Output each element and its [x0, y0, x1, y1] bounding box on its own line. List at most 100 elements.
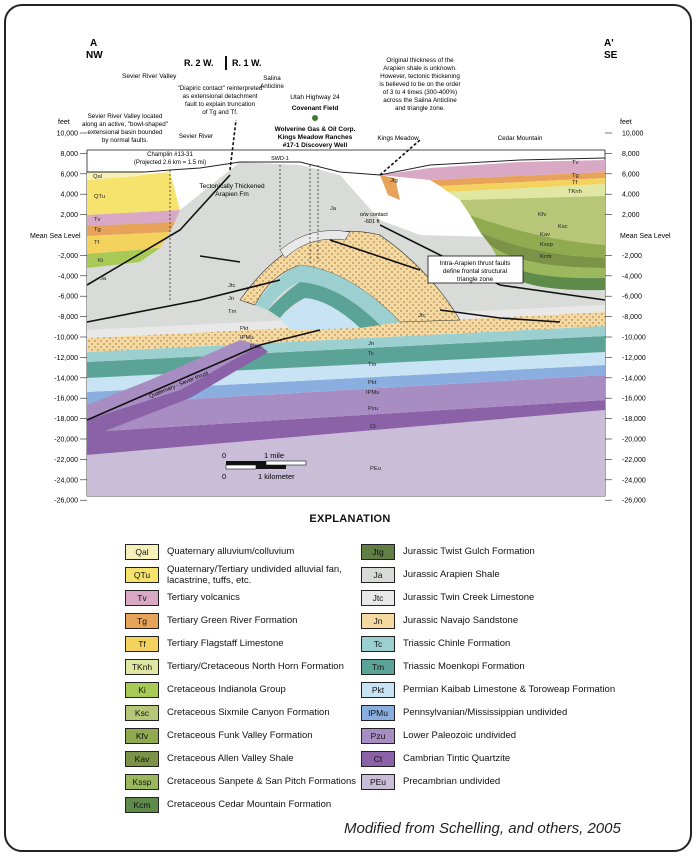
depth-tick-label: -14,000	[622, 375, 646, 382]
svg-text:Salina: Salina	[263, 75, 281, 82]
svg-text:Ki: Ki	[98, 258, 103, 264]
depth-tick-label: 4,000	[60, 192, 78, 199]
depth-tick-label: -20,000	[622, 437, 646, 444]
depth-tick-label: -26,000	[54, 498, 78, 505]
svg-text:1 kilometer: 1 kilometer	[258, 472, 295, 481]
svg-text:Jn: Jn	[228, 296, 234, 302]
legend-swatch: Ki	[125, 681, 159, 698]
explanation-title: EXPLANATION	[309, 513, 391, 525]
depth-tick-label: 8,000	[60, 151, 78, 158]
end-left-dir: NW	[86, 50, 103, 61]
legend-item: Ct Cambrian Tintic Quartzite	[361, 747, 615, 770]
right-strata	[380, 160, 605, 291]
label-wolverine: Wolverine Gas & Oil Corp. Kings Meadow R…	[275, 126, 356, 149]
label-covenant: Covenant Field	[292, 105, 339, 112]
depth-tick-label: -8,000	[58, 314, 78, 321]
wells	[169, 165, 319, 300]
depth-tick-label: -16,000	[54, 396, 78, 403]
thrust-sheet-left	[87, 340, 260, 420]
legend-item: QTu Quaternary/Tertiary undivided alluvia…	[125, 563, 372, 586]
legend-swatch: Ksc	[125, 704, 159, 721]
unit-Jn-lower	[87, 312, 605, 352]
svg-text:"Diapiric contact" reinterpret: "Diapiric contact" reinterpreted	[178, 85, 263, 92]
depth-tick-label: 8,000	[622, 151, 640, 158]
legend-swatch: QTu	[125, 566, 159, 583]
unit-tags: Qal QTu Tv Tg Tf Ki Tv Tg Tf TKnh Ksc Kf…	[93, 160, 582, 472]
svg-text:of 3 to 4 times (300-400%): of 3 to 4 times (300-400%)	[383, 89, 457, 96]
depth-tick-label: -16,000	[622, 396, 646, 403]
svg-text:However, tectonic thickening: However, tectonic thickening	[380, 73, 460, 80]
depth-tick-label: -8,000	[622, 314, 642, 321]
svg-text:Tg: Tg	[572, 173, 579, 179]
legend-label: Tertiary Green River Formation	[167, 615, 298, 626]
topography	[87, 157, 606, 176]
legend-swatch: Tg	[125, 612, 159, 629]
svg-text:Jtc: Jtc	[418, 313, 426, 319]
axis-left: feet Mean Sea Level	[30, 119, 81, 240]
end-right-letter: A'	[604, 38, 614, 49]
svg-text:Intra-Arapien thrust faults: Intra-Arapien thrust faults	[440, 260, 511, 267]
note-basin: Sevier River Valley located along an act…	[82, 113, 168, 144]
unit-IPMu	[87, 365, 605, 405]
svg-text:of Tg and Tf.: of Tg and Tf.	[202, 109, 238, 116]
legend-label: Cretaceous Funk Valley Formation	[167, 730, 313, 741]
legend-label: Precambrian undivided	[403, 776, 501, 787]
legend-item: Kav Cretaceous Allen Valley Shale	[125, 747, 372, 770]
legend-item: Jtc Jurassic Twin Creek Limestone	[361, 586, 615, 609]
end-left-letter: A	[90, 38, 97, 49]
legend-label: Pennsylvanian/Mississippian undivided	[403, 707, 568, 718]
legend-item: Ja Jurassic Arapien Shale	[361, 563, 615, 586]
legend-item: IPMu Pennsylvanian/Mississippian undivide…	[361, 701, 615, 724]
legend-item: Ksc Cretaceous Sixmile Canyon Formation	[125, 701, 372, 724]
range-r2w: R. 2 W.	[184, 58, 214, 68]
label-champlin: Champlin #13-31	[147, 152, 193, 158]
svg-text:Pkt: Pkt	[240, 326, 249, 332]
legend-swatch: Tc	[361, 635, 395, 652]
figure-frame	[4, 4, 692, 852]
legend-item: Kcm Cretaceous Cedar Mountain Formation	[125, 793, 372, 816]
legend-label: Quaternary alluvium/colluvium	[167, 546, 295, 557]
depth-tick-label: -2,000	[622, 253, 642, 260]
svg-text:Wolverine Gas & Oil Corp.: Wolverine Gas & Oil Corp.	[275, 126, 356, 133]
svg-text:as extensional detachment: as extensional detachment	[183, 93, 258, 100]
svg-text:along an active, "bowl-shaped": along an active, "bowl-shaped"	[82, 121, 168, 128]
legend-label: Quaternary/Tertiary undivided alluvial f…	[167, 563, 342, 586]
label-swd: SWD-1	[271, 156, 289, 162]
svg-text:0: 0	[222, 472, 226, 481]
label-sevier-valley: Sevier River Valley	[122, 73, 177, 80]
depth-tick-label: -12,000	[622, 355, 646, 362]
legend-label: Tertiary/Cretaceous North Horn Formation	[167, 661, 344, 672]
legend-swatch: PEu	[361, 773, 395, 790]
svg-text:Jtc: Jtc	[228, 283, 236, 289]
label-sevier-river: Sevier River	[179, 133, 213, 140]
depth-tick-label: -12,000	[54, 355, 78, 362]
svg-text:Sevier River Valley located: Sevier River Valley located	[88, 113, 163, 120]
label-salina: Salina Anticline	[260, 75, 284, 90]
svg-text:Ksc: Ksc	[558, 224, 568, 230]
svg-text:Pzu: Pzu	[250, 344, 260, 350]
label-champlin-proj: (Projected 2.6 km = 1.5 mi)	[134, 160, 206, 166]
svg-text:is believed to be on the order: is believed to be on the order	[379, 81, 460, 88]
svg-text:#17-1 Discovery Well: #17-1 Discovery Well	[283, 142, 348, 149]
svg-text:Kcm: Kcm	[540, 254, 552, 260]
axis-right: feet Mean Sea Level	[620, 119, 671, 240]
svg-text:by normal faults.: by normal faults.	[102, 137, 148, 144]
svg-text:Original thickness of the: Original thickness of the	[386, 57, 454, 64]
legend-swatch: Jn	[361, 612, 395, 629]
note-diapiric: "Diapiric contact" reinterpreted as exte…	[178, 85, 263, 116]
svg-text:Jtg: Jtg	[390, 178, 398, 184]
legend-item: Jn Jurassic Navajo Sandstone	[361, 609, 615, 632]
svg-text:Tg: Tg	[94, 227, 101, 233]
scale-bar: 0 1 mile 0 1 kilometer	[222, 451, 307, 481]
legend-label: Permian Kaibab Limestone & Toroweap Form…	[403, 684, 616, 695]
depth-tick-label: 6,000	[622, 171, 640, 178]
legend-item: Tf Tertiary Flagstaff Limestone	[125, 632, 372, 655]
legend-item: Ki Cretaceous Indianola Group	[125, 678, 372, 701]
legend-label: Cretaceous Allen Valley Shale	[167, 753, 294, 764]
legend-label: Triassic Chinle Formation	[403, 638, 511, 649]
svg-text:Mean Sea Level: Mean Sea Level	[620, 233, 671, 240]
range-r1w: R. 1 W.	[232, 58, 262, 68]
faults	[86, 119, 606, 421]
legend-item: Tm Triassic Moenkopi Formation	[361, 655, 615, 678]
svg-text:1 mile: 1 mile	[264, 451, 284, 460]
